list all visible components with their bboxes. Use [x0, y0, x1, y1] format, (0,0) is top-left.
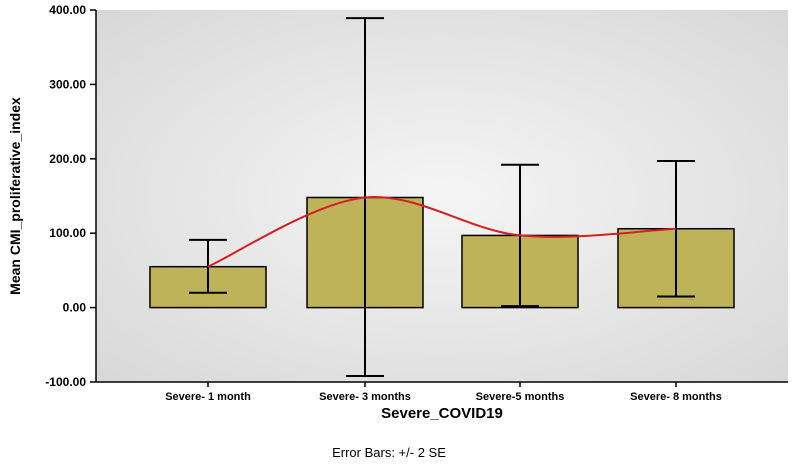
y-tick-label: -100.00 — [45, 375, 86, 389]
y-tick-label: 100.00 — [49, 226, 86, 240]
trend-line-layer — [207, 196, 677, 268]
x-tick-label: Severe- 3 months — [319, 391, 411, 403]
trend-line — [207, 196, 677, 268]
y-axis-title: Mean CMI_proliferative_index — [7, 97, 23, 295]
x-tick-label: Severe- 8 months — [630, 391, 722, 403]
x-tick-label: Severe- 1 month — [165, 391, 251, 403]
y-tick-label: 300.00 — [49, 77, 86, 91]
x-tick-label: Severe-5 months — [476, 391, 565, 403]
error-bars-footnote: Error Bars: +/- 2 SE — [332, 445, 446, 460]
y-tick-label: 400.00 — [49, 3, 86, 17]
plot-background — [96, 10, 788, 382]
y-tick-label: 0.00 — [63, 301, 87, 315]
y-tick-label: 200.00 — [49, 152, 86, 166]
x-axis-title: Severe_COVID19 — [381, 405, 503, 422]
error-bars-layer — [189, 17, 695, 378]
y-ticks-layer: -100.00 0.00 100.00 200.00 300.00 400.00 — [45, 3, 96, 389]
x-ticks-layer: Severe- 1 month Severe- 3 months Severe-5 … — [165, 382, 722, 403]
